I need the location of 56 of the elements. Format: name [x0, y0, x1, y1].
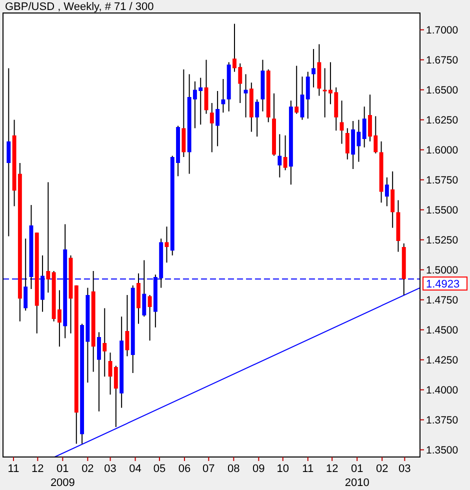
candlestick [210, 102, 214, 153]
y-tick-label: 1.5250 [426, 234, 458, 246]
y-tick-label: 1.6500 [426, 84, 458, 96]
y-tick-label: 1.5500 [426, 204, 458, 216]
x-tick-label: 04 [129, 463, 142, 475]
candlestick [97, 332, 101, 412]
candlestick [6, 68, 11, 237]
candlestick [125, 294, 130, 357]
candlestick [384, 176, 389, 207]
candlestick [102, 308, 107, 378]
candlestick [294, 65, 299, 114]
x-tick-label: 03 [398, 463, 411, 475]
y-tick-label: 1.4750 [426, 294, 458, 306]
candlestick [164, 226, 169, 264]
x-tick-label: 09 [252, 463, 265, 475]
y-tick-label: 1.6250 [426, 114, 458, 126]
x-tick-label: 01 2010 [344, 463, 370, 489]
y-tick-label: 1.4000 [426, 384, 458, 396]
y-tick-label: 1.7000 [426, 24, 458, 36]
x-tick-label: 06 [178, 463, 191, 475]
x-tick-label: 12 [326, 463, 338, 475]
candlestick [390, 170, 395, 228]
candlestick [362, 106, 366, 148]
candlestick [46, 182, 50, 294]
candlestick [283, 134, 288, 171]
candlestick [216, 90, 220, 147]
x-tick-label: 12 [32, 463, 44, 475]
candlestick [278, 134, 282, 178]
candlestick [345, 128, 350, 160]
y-tick-label: 1.6750 [426, 54, 458, 66]
x-tick-label: 02 [82, 463, 94, 475]
chart-title: GBP/USD , Weekly, # 71 / 300 [5, 1, 154, 13]
y-tick-label: 1.5000 [426, 264, 458, 276]
x-tick-label: 11 [302, 463, 314, 475]
candlestick [182, 68, 186, 158]
x-tick-label: 01 2009 [50, 463, 75, 489]
x-tick-label: 10 [276, 463, 290, 475]
candlestick [221, 78, 226, 114]
y-tick-label: 1.3500 [426, 444, 458, 456]
candlestick [244, 74, 248, 118]
x-tick-label: 02 [376, 463, 388, 475]
y-tick-label: 1.4500 [426, 324, 458, 336]
ref-line-label: 1.4923 [426, 278, 460, 290]
x-tick-label: 03 [104, 463, 116, 475]
y-tick-label: 1.5750 [426, 174, 458, 186]
candlestick [255, 98, 260, 138]
y-tick-label: 1.4250 [426, 354, 458, 366]
candlestick [312, 48, 316, 88]
y-tick-label: 1.6000 [426, 144, 458, 156]
x-tick-label: 08 [228, 463, 240, 475]
x-tick-label: 11 [8, 463, 20, 475]
x-tick-label: 07 [202, 463, 215, 475]
candlestick [148, 294, 152, 342]
y-tick-label: 1.3750 [426, 414, 458, 426]
x-tick-label: 05 [153, 463, 166, 475]
candlestick [306, 71, 310, 120]
